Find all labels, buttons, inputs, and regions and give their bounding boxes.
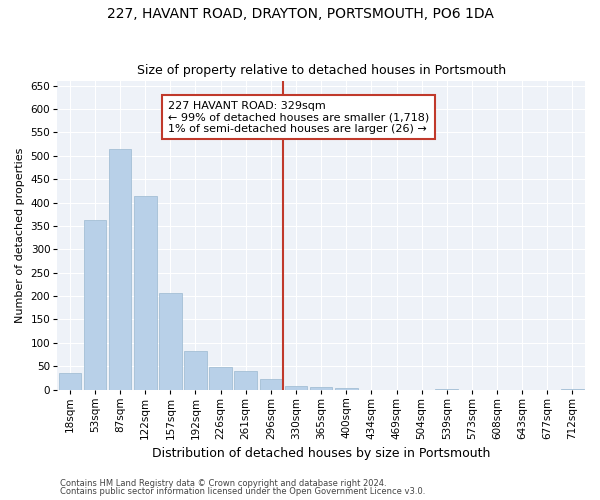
- Bar: [235, 371, 257, 390]
- Bar: [159, 293, 182, 390]
- Bar: [59, 373, 81, 390]
- Bar: [310, 388, 332, 390]
- Y-axis label: Number of detached properties: Number of detached properties: [15, 148, 25, 323]
- Text: Contains public sector information licensed under the Open Government Licence v3: Contains public sector information licen…: [60, 487, 425, 496]
- Bar: [184, 351, 207, 390]
- X-axis label: Distribution of detached houses by size in Portsmouth: Distribution of detached houses by size …: [152, 447, 490, 460]
- Bar: [83, 220, 106, 390]
- Bar: [209, 367, 232, 390]
- Text: 227 HAVANT ROAD: 329sqm
← 99% of detached houses are smaller (1,718)
1% of semi-: 227 HAVANT ROAD: 329sqm ← 99% of detache…: [168, 100, 429, 134]
- Bar: [260, 380, 282, 390]
- Bar: [284, 386, 307, 390]
- Bar: [109, 149, 131, 390]
- Bar: [335, 388, 358, 390]
- Title: Size of property relative to detached houses in Portsmouth: Size of property relative to detached ho…: [137, 64, 506, 77]
- Text: 227, HAVANT ROAD, DRAYTON, PORTSMOUTH, PO6 1DA: 227, HAVANT ROAD, DRAYTON, PORTSMOUTH, P…: [107, 8, 493, 22]
- Bar: [134, 196, 157, 390]
- Text: Contains HM Land Registry data © Crown copyright and database right 2024.: Contains HM Land Registry data © Crown c…: [60, 479, 386, 488]
